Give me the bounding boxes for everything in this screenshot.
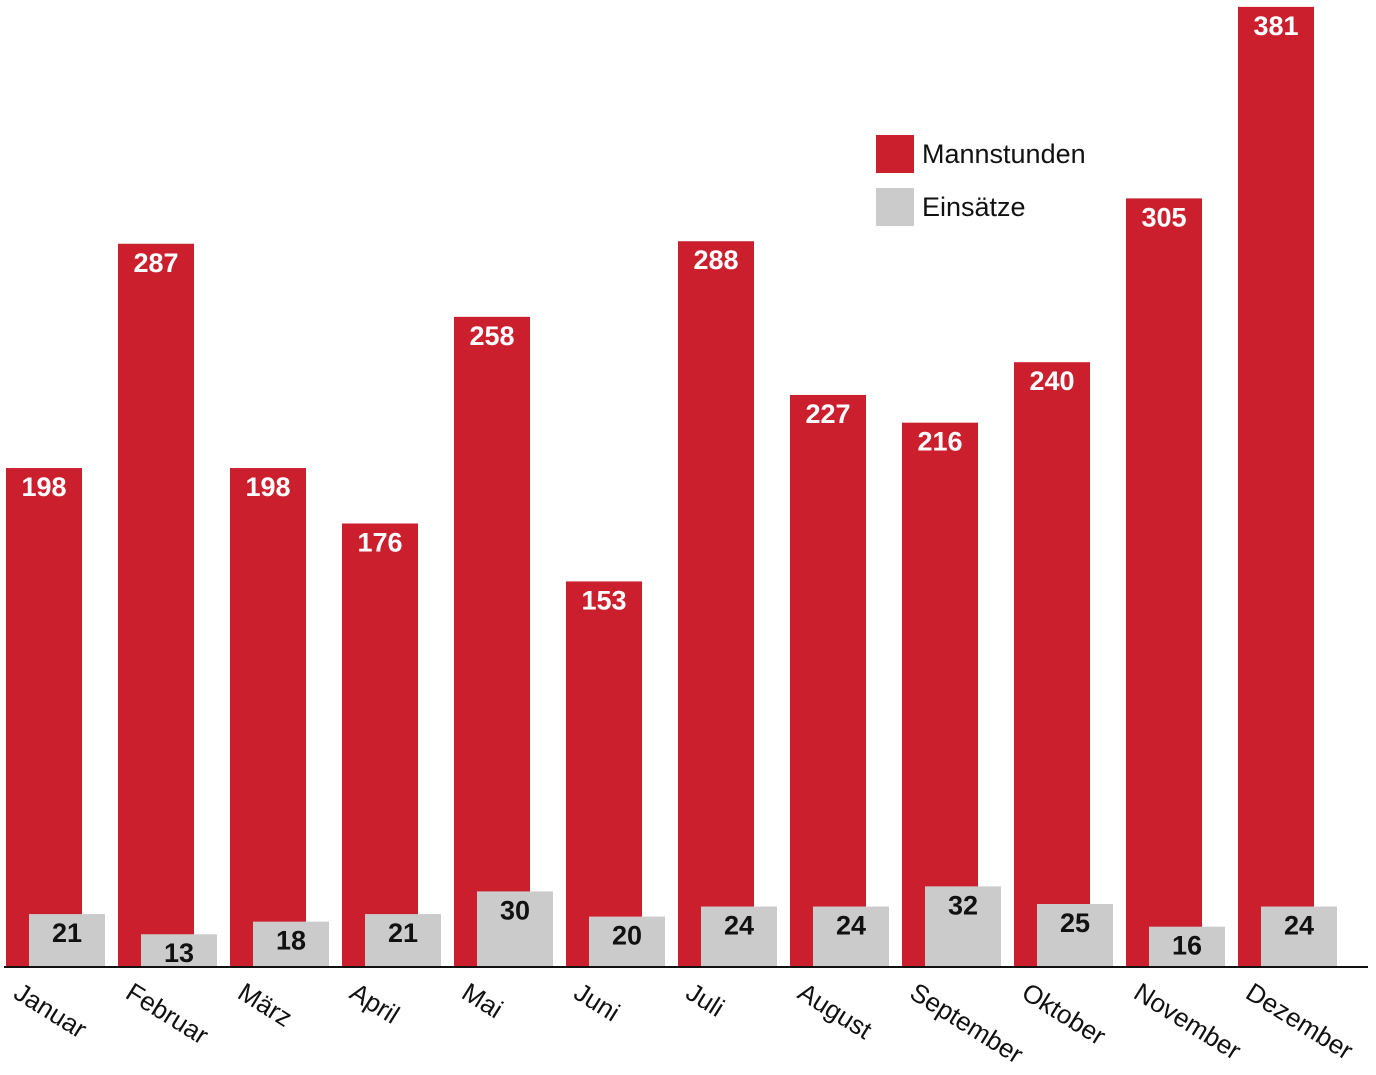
value-label-einsaetze-september: 32 <box>948 890 978 920</box>
tick-label-november: November <box>1129 977 1247 1066</box>
tick-label-februar: Februar <box>121 977 214 1051</box>
bar-mannstunden-november <box>1126 198 1202 967</box>
bar-mannstunden-juni <box>566 581 642 967</box>
bar-mannstunden-dezember <box>1238 6 1314 967</box>
bar-mannstunden-juli <box>678 241 754 968</box>
bar-einsaetze-august <box>813 906 889 967</box>
bar-mannstunden-oktober <box>1014 362 1090 967</box>
value-label-einsaetze-februar: 13 <box>164 938 194 968</box>
value-label-einsaetze-mai: 30 <box>500 895 530 925</box>
value-label-einsaetze-dezember: 24 <box>1284 911 1314 941</box>
value-label-mannstunden-januar: 198 <box>21 472 66 502</box>
value-label-einsaetze-august: 24 <box>836 911 866 941</box>
bar-einsaetze-november <box>1149 926 1225 967</box>
value-label-mannstunden-juni: 153 <box>581 585 626 615</box>
tick-label-juli: Juli <box>681 977 730 1023</box>
tick-label-juni: Juni <box>569 977 625 1028</box>
value-label-mannstunden-oktober: 240 <box>1029 366 1074 396</box>
bar-einsaetze-juli <box>701 906 777 967</box>
tick-label-mai: Mai <box>457 977 508 1025</box>
tick-label-september: September <box>905 977 1029 1070</box>
bar-mannstunden-april <box>342 523 418 967</box>
bar-einsaetze-dezember <box>1261 906 1337 967</box>
legend-swatch-mannstunden <box>876 135 914 173</box>
bar-einsaetze-oktober <box>1037 904 1113 967</box>
bar-einsaetze-mai <box>477 891 553 967</box>
value-label-mannstunden-juli: 288 <box>693 245 738 275</box>
bar-mannstunden-maerz <box>230 468 306 967</box>
bar-mannstunden-februar <box>118 243 194 967</box>
value-label-mannstunden-november: 305 <box>1141 202 1186 232</box>
bar-einsaetze-april <box>365 914 441 967</box>
bars-layer <box>6 6 1337 968</box>
value-label-mannstunden-dezember: 381 <box>1253 11 1298 41</box>
value-labels-layer: 198 21 287 13 198 18 176 21 258 30 153 20 288 24 227 24… <box>21 11 1314 968</box>
bar-einsaetze-februar <box>141 934 217 967</box>
tick-label-april: April <box>345 977 405 1030</box>
bar-mannstunden-september <box>902 422 978 967</box>
bar-mannstunden-august <box>790 394 866 968</box>
tick-label-oktober: Oktober <box>1017 977 1112 1052</box>
legend: Mannstunden Einsätze <box>876 135 1086 226</box>
bar-einsaetze-januar <box>29 914 105 967</box>
value-label-einsaetze-april: 21 <box>388 918 418 948</box>
value-label-einsaetze-januar: 21 <box>52 918 82 948</box>
bar-einsaetze-juni <box>589 916 665 967</box>
tick-label-maerz: März <box>233 977 298 1033</box>
bar-mannstunden-januar <box>6 468 82 967</box>
tick-label-august: August <box>793 977 878 1046</box>
bar-einsaetze-maerz <box>253 921 329 967</box>
legend-label-mannstunden: Mannstunden <box>922 139 1086 169</box>
tick-label-dezember: Dezember <box>1241 977 1359 1066</box>
bar-einsaetze-september <box>925 886 1001 967</box>
bar-mannstunden-mai <box>454 316 530 968</box>
tick-label-januar: Januar <box>9 977 93 1045</box>
value-label-einsaetze-november: 16 <box>1172 931 1202 961</box>
value-label-mannstunden-august: 227 <box>805 399 850 429</box>
legend-swatch-einsaetze <box>876 188 914 226</box>
value-label-mannstunden-april: 176 <box>357 527 402 557</box>
value-label-einsaetze-juli: 24 <box>724 911 754 941</box>
value-label-mannstunden-september: 216 <box>917 427 962 457</box>
x-tick-labels-layer: Januar Februar März April Mai Juni Juli August S… <box>9 977 1359 1070</box>
legend-label-einsaetze: Einsätze <box>922 192 1026 222</box>
value-label-mannstunden-februar: 287 <box>133 248 178 278</box>
value-label-einsaetze-oktober: 25 <box>1060 908 1090 938</box>
value-label-mannstunden-mai: 258 <box>469 321 514 351</box>
value-label-einsaetze-maerz: 18 <box>276 926 306 956</box>
value-label-mannstunden-maerz: 198 <box>245 472 290 502</box>
value-label-einsaetze-juni: 20 <box>612 921 642 951</box>
